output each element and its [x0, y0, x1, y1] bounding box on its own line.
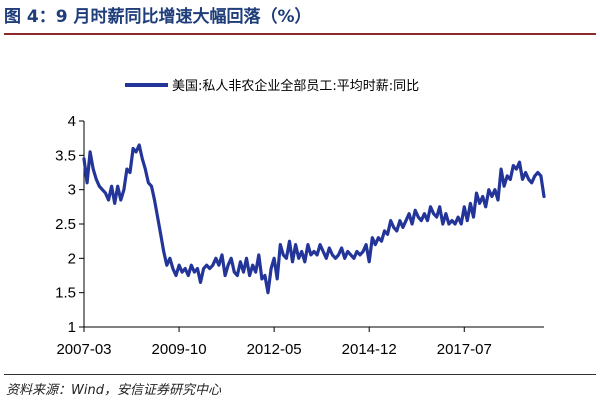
- title-rule: [4, 33, 596, 35]
- series-line-hourly-earnings-yoy: [82, 143, 546, 295]
- source-rule: [4, 374, 596, 375]
- y-tick-label: 3: [68, 182, 76, 199]
- source-note: 资料来源：Wind，安信证券研究中心: [6, 383, 221, 398]
- legend-label: 美国:私人非农企业全部员工:平均时薪:同比: [172, 78, 419, 94]
- x-tick-label: 2012-05: [247, 341, 302, 358]
- line-chart: 美国:私人非农企业全部员工:平均时薪:同比 1 1.5 2 2.5 3 3.5 4 2007…: [55, 78, 546, 358]
- x-axis: 2007-03 2009-10 2012-05 2014-12 2017-07: [56, 326, 544, 358]
- x-tick-label: 2009-10: [152, 341, 207, 358]
- y-tick-label: 2.5: [55, 216, 76, 233]
- x-tick-label: 2017-07: [437, 341, 492, 358]
- x-tick-label: 2007-03: [56, 341, 111, 358]
- y-tick-label: 1.5: [55, 285, 76, 302]
- y-tick-label: 2: [68, 250, 76, 267]
- x-tick-label: 2014-12: [342, 341, 397, 358]
- y-tick-label: 3.5: [55, 147, 76, 164]
- y-axis: 1 1.5 2 2.5 3 3.5 4: [55, 113, 85, 336]
- y-tick-label: 1: [68, 319, 76, 336]
- y-tick-label: 4: [68, 113, 76, 130]
- legend: 美国:私人非农企业全部员工:平均时薪:同比: [125, 78, 419, 94]
- figure-title: 图 4：9 月时薪同比增速大幅回落（%）: [4, 7, 312, 27]
